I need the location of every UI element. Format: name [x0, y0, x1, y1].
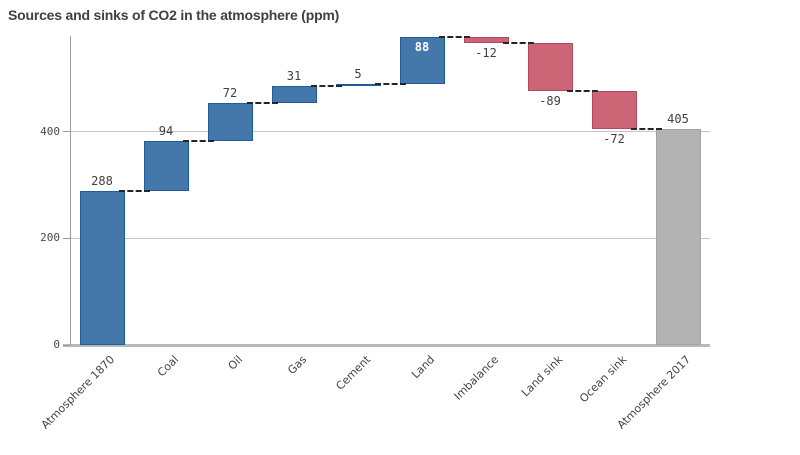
value-label-atmosphere-2017: 405 — [667, 112, 689, 127]
connector-4 — [310, 85, 342, 88]
connector-8 — [566, 89, 598, 92]
bar-oil[interactable] — [207, 102, 253, 142]
value-label-land-sink: -89 — [539, 93, 561, 108]
value-label-cement: 5 — [354, 66, 362, 81]
bar-ocean-sink[interactable] — [591, 90, 637, 130]
y-tick-0 — [63, 344, 70, 346]
x-axis-label-atmosphere-2017: Atmosphere 2017 — [614, 353, 694, 432]
bar-land[interactable] — [399, 36, 445, 84]
connector-9 — [630, 128, 662, 131]
y-axis-label-200: 200 — [40, 231, 60, 245]
gridline-200 — [70, 237, 710, 239]
value-label-oil: 72 — [222, 85, 238, 100]
y-axis-label-400: 400 — [40, 124, 60, 138]
connector-3 — [246, 101, 278, 104]
value-label-imbalance: -12 — [475, 46, 497, 61]
bar-atmosphere-1870[interactable] — [79, 191, 125, 345]
bar-cement[interactable] — [335, 83, 381, 87]
connector-2 — [182, 140, 214, 143]
connector-6 — [438, 35, 470, 38]
value-label-land: 88 — [414, 39, 430, 54]
connector-7 — [502, 42, 534, 45]
value-label-coal: 94 — [158, 124, 174, 139]
y-tick-200 — [63, 237, 70, 239]
x-axis-baseline — [63, 343, 710, 347]
bar-coal[interactable] — [143, 141, 189, 192]
connector-1 — [118, 190, 150, 193]
connector-5 — [374, 82, 406, 85]
y-axis-label-0: 0 — [53, 338, 60, 351]
y-axis-line — [70, 36, 71, 345]
bar-land-sink[interactable] — [527, 43, 573, 91]
value-label-ocean-sink: -72 — [603, 132, 625, 147]
chart-title: Sources and sinks of CO2 in the atmosphe… — [8, 7, 340, 23]
gridline-400 — [70, 131, 710, 133]
bar-atmosphere-2017[interactable] — [655, 129, 701, 345]
y-tick-400 — [63, 131, 70, 133]
value-label-gas: 31 — [286, 69, 302, 84]
value-label-atmosphere-1870: 288 — [91, 174, 113, 189]
bar-imbalance[interactable] — [463, 36, 509, 44]
bar-gas[interactable] — [271, 86, 317, 103]
